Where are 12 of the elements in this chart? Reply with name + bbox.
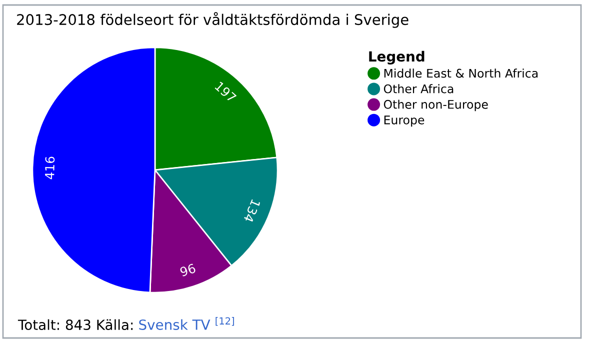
data-label: 96 xyxy=(180,263,196,277)
data-label: 416 xyxy=(44,156,55,180)
legend-title: Legend xyxy=(369,50,424,64)
data-label: 134 xyxy=(243,199,261,223)
data-label: 197 xyxy=(214,81,237,103)
legend-label: Europe xyxy=(384,116,424,127)
text: Svensk TV $^{[12]}$ xyxy=(139,317,234,330)
legend-label: Other Africa xyxy=(384,84,454,94)
chart-title: 2013-2018 födelseort för våldtäktsfördömda i Sverige xyxy=(17,12,408,28)
text: Totalt: 843 Källa: xyxy=(18,319,133,330)
legend-label: Other non-Europe xyxy=(384,100,488,112)
legend-label: Middle East & North Africa xyxy=(384,68,538,78)
